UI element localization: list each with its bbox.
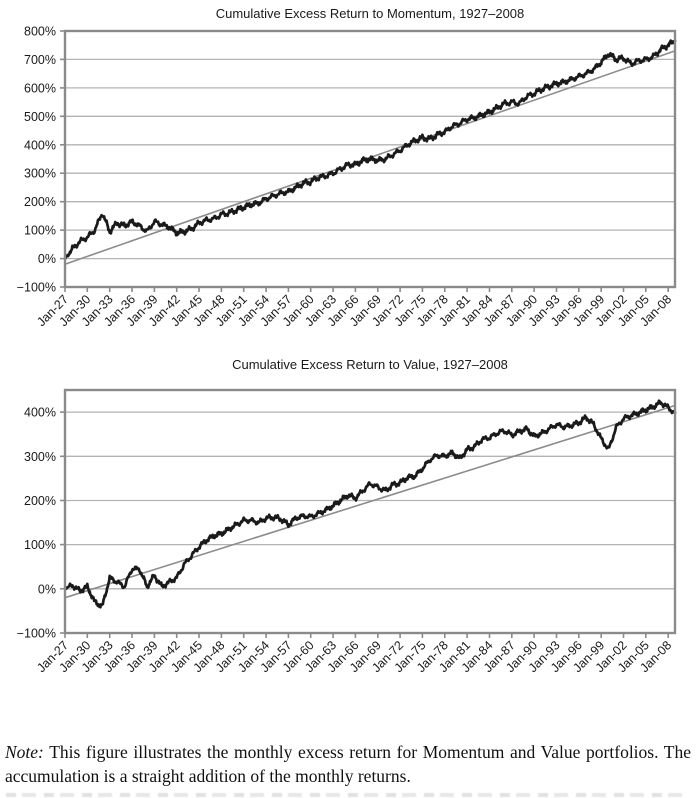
y-tick-label: 0% <box>38 252 56 266</box>
y-tick-label: 0% <box>38 582 56 596</box>
momentum-chart: 800%700%600%500%400%300%200%100%0%−100%J… <box>17 25 677 329</box>
momentum-chart-title: Cumulative Excess Return to Momentum, 19… <box>215 6 525 21</box>
note-label: Note: <box>5 742 44 762</box>
value-chart: 400%300%200%100%0%−100%Jan-27Jan-30Jan-3… <box>17 388 677 675</box>
y-tick-label: 200% <box>24 494 56 508</box>
y-tick-label: 400% <box>24 406 56 420</box>
y-tick-label: 100% <box>24 538 56 552</box>
plot-frame <box>63 29 677 289</box>
trend-line <box>64 404 676 599</box>
data-series-line <box>63 399 677 609</box>
data-series-line <box>63 39 677 260</box>
figure-note: Note: This figure illustrates the monthl… <box>5 740 691 788</box>
y-tick-label: −100% <box>17 281 56 295</box>
y-tick-label: 300% <box>24 450 56 464</box>
value-chart-title: Cumulative Excess Return to Value, 1927–… <box>232 357 508 372</box>
plot-frame <box>63 388 677 635</box>
y-tick-label: 100% <box>24 224 56 238</box>
cropped-text-artifact <box>6 793 686 797</box>
y-tick-label: 300% <box>24 167 56 181</box>
note-body: This figure illustrates the monthly exce… <box>5 742 691 786</box>
y-tick-label: 400% <box>24 138 56 152</box>
y-tick-label: 700% <box>24 53 56 67</box>
y-tick-label: 500% <box>24 110 56 124</box>
y-tick-label: −100% <box>17 627 56 641</box>
y-tick-label: 200% <box>24 195 56 209</box>
y-tick-label: 800% <box>24 25 56 39</box>
y-tick-label: 600% <box>24 81 56 95</box>
